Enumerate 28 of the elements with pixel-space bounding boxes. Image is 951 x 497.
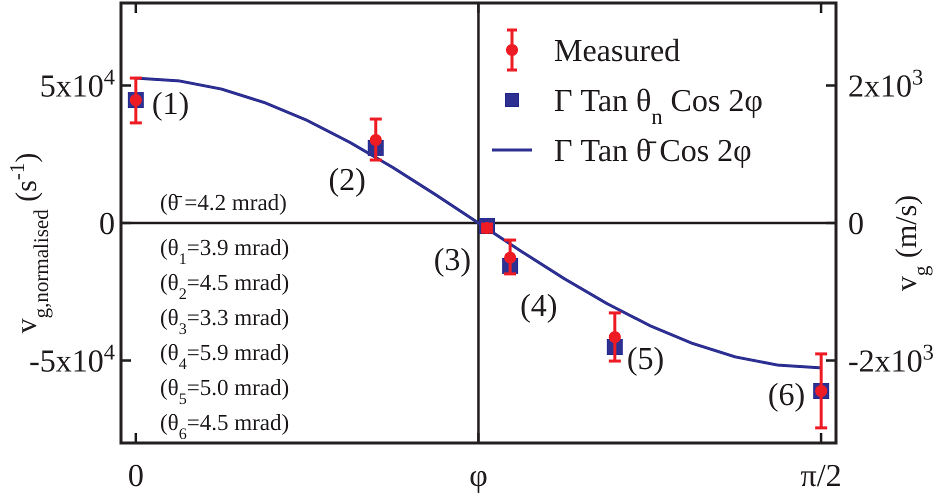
annotation: (2)	[328, 160, 366, 197]
x-tick-label: φ	[469, 457, 488, 493]
y2-tick-label: 0	[848, 205, 864, 241]
legend-label: Γ Tan θ$_{n}$ Cos 2φ	[554, 82, 763, 128]
annotation: (6)	[768, 376, 806, 412]
annotation: (θ$_{2}$=4.5 mrad)	[160, 270, 290, 302]
y2-tick-label: -2x10$^{3}$	[848, 339, 934, 378]
annotation: (θ$_{3}$=3.3 mrad)	[160, 305, 290, 338]
annotation: (3)	[434, 241, 472, 278]
annotation: (θ$_{4}$=5.9 mrad)	[160, 340, 290, 372]
x-tick-label: π/2	[800, 457, 842, 493]
annotation: (θ̄ =4.2 mrad)	[160, 190, 287, 215]
point	[370, 134, 382, 146]
annotation: (4)	[520, 286, 558, 323]
annotation: (θ$_{5}$=5.0 mrad)	[160, 375, 290, 408]
point	[504, 252, 516, 264]
point	[608, 331, 621, 344]
legend-label: Γ Tan θ̄ Cos 2φ	[554, 132, 752, 168]
y-tick-label: 5x10$^{4}$	[40, 64, 115, 104]
legend-label: Measured	[554, 32, 680, 68]
annotation: (5)	[626, 340, 664, 376]
y-tick-label: 0	[99, 205, 115, 241]
x-tick-label: 0	[128, 457, 144, 493]
y-tick-label: -5x10$^{4}$	[29, 339, 115, 378]
annotation: (1)	[152, 85, 190, 122]
annotation: (θ$_{1}$=3.9 mrad)	[160, 235, 290, 268]
y2-tick-label: 2x10$^{3}$	[848, 64, 924, 104]
annotation: (θ$_{6}$=4.5 mrad)	[160, 410, 290, 442]
